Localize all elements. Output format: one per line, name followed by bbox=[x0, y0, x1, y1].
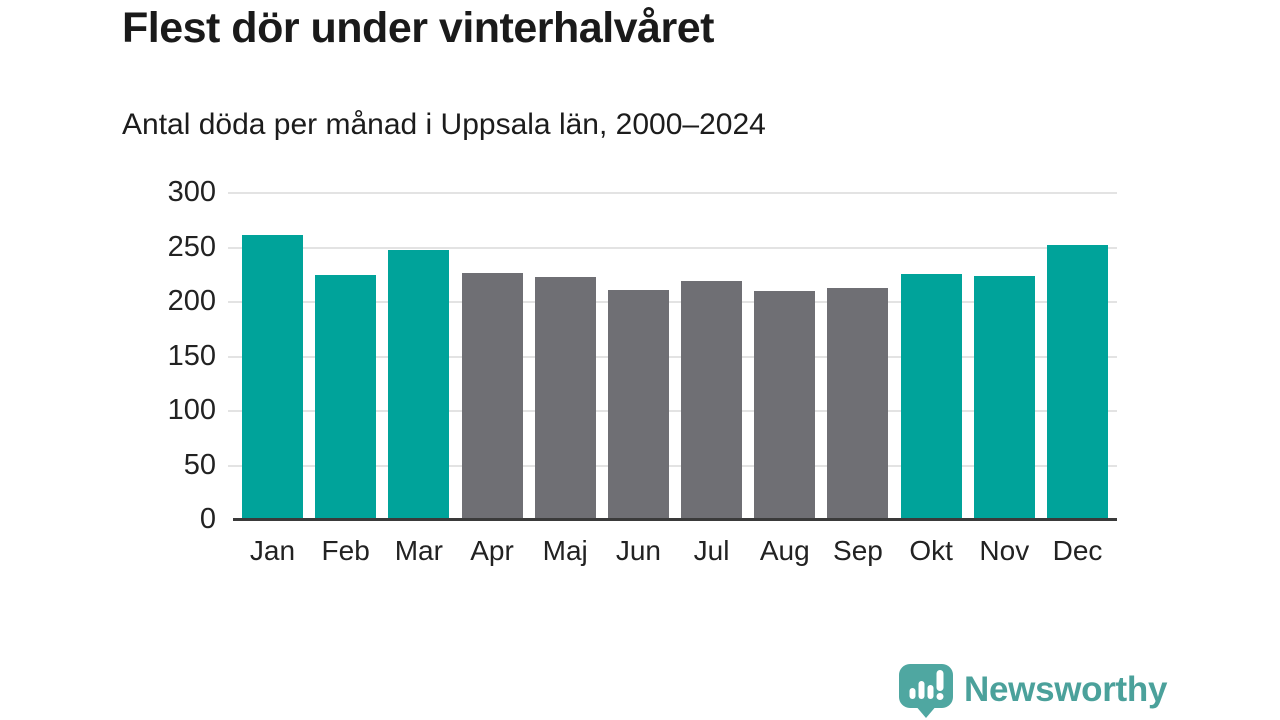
bar-okt bbox=[900, 273, 962, 519]
bar-maj bbox=[534, 277, 596, 519]
y-tick-label-150: 150 bbox=[167, 339, 216, 372]
bar-apr bbox=[461, 272, 523, 519]
bar-sep bbox=[827, 287, 889, 519]
newsworthy-logo-icon bbox=[899, 664, 953, 718]
x-tick-label-feb: Feb bbox=[321, 535, 370, 566]
chart-title: Flest dör under vinterhalvåret bbox=[122, 4, 714, 52]
bar-jan bbox=[242, 234, 303, 519]
bar-feb bbox=[315, 274, 377, 519]
x-tick-label-dec: Dec bbox=[1052, 535, 1103, 566]
bar-aug bbox=[754, 291, 816, 519]
plot-area: 0 50 100 150 200 250 300 Jan Feb Mar Apr Maj Jun Jul A… bbox=[168, 178, 1117, 566]
x-tick-label-apr: Apr bbox=[470, 535, 514, 566]
gridline-300 bbox=[228, 192, 1117, 194]
gridline-200 bbox=[228, 301, 1117, 303]
bar-jul bbox=[681, 281, 743, 519]
x-tick-label-maj: Maj bbox=[542, 535, 588, 566]
x-tick-label-mar: Mar bbox=[394, 535, 443, 566]
x-tick-label-jul: Jul bbox=[693, 535, 730, 566]
y-tick-label-0: 0 bbox=[199, 503, 216, 535]
bar-nov bbox=[973, 275, 1035, 519]
x-tick-label-aug: Aug bbox=[759, 535, 810, 566]
y-tick-label-50: 50 bbox=[183, 448, 216, 481]
bar-jun bbox=[607, 290, 669, 519]
gridline-250 bbox=[228, 246, 1117, 249]
x-tick-label-okt: Okt bbox=[909, 535, 953, 566]
brand-name: Newsworthy bbox=[964, 670, 1168, 709]
x-tick-label-jun: Jun bbox=[615, 535, 661, 566]
x-axis-line bbox=[233, 518, 1117, 521]
x-tick-label-sep: Sep bbox=[833, 535, 883, 566]
bar-dec bbox=[1047, 245, 1108, 519]
x-tick-label-jan: Jan bbox=[249, 535, 296, 566]
y-tick-label-100: 100 bbox=[167, 394, 216, 426]
y-tick-label-300: 300 bbox=[167, 176, 216, 208]
gridline-150 bbox=[228, 355, 1117, 358]
gridline-50 bbox=[228, 464, 1117, 467]
x-tick-label-nov: Nov bbox=[979, 535, 1030, 566]
y-tick-label-250: 250 bbox=[167, 230, 216, 263]
y-tick-label-200: 200 bbox=[167, 285, 216, 317]
brand-footer: Newsworthy bbox=[897, 662, 1167, 718]
bar-mar bbox=[388, 249, 450, 519]
gridline-100 bbox=[228, 410, 1117, 412]
chart-subtitle: Antal döda per månad i Uppsala län, 2000… bbox=[122, 108, 766, 141]
